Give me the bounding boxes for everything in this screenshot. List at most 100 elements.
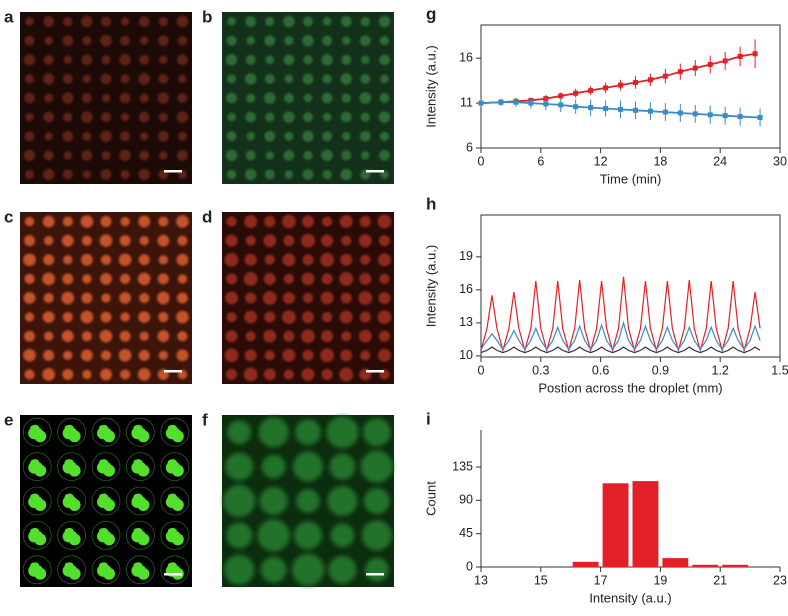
spot <box>119 54 131 66</box>
plot-frame <box>480 214 781 358</box>
marker <box>647 108 653 114</box>
marker <box>737 114 743 120</box>
marker <box>543 101 549 107</box>
panel-label: g <box>426 4 436 23</box>
spot <box>358 291 373 305</box>
cell-cluster <box>103 464 115 477</box>
marker <box>737 53 743 59</box>
spot <box>303 150 313 160</box>
x-tick-label: 18 <box>653 154 667 168</box>
spot <box>120 273 131 284</box>
spot <box>302 169 314 180</box>
spot <box>361 151 370 160</box>
y-axis-label: Intensity (a.u.) <box>423 245 438 327</box>
spot <box>63 350 73 361</box>
spot <box>23 349 36 362</box>
spot <box>118 253 132 267</box>
spot <box>363 488 390 514</box>
droplet-rim <box>22 486 52 516</box>
spot <box>119 235 131 247</box>
spot <box>44 131 53 141</box>
spot <box>225 149 238 162</box>
spot <box>63 16 73 27</box>
spot <box>322 169 332 180</box>
cell-cluster <box>137 464 150 477</box>
x-axis-label: Postion across the droplet (mm) <box>538 380 722 395</box>
spot <box>119 149 131 162</box>
scale-bar <box>366 370 384 373</box>
spot <box>100 169 112 180</box>
droplet-rim <box>91 417 121 447</box>
spot <box>362 418 391 447</box>
spot <box>23 149 36 162</box>
spot <box>120 74 130 84</box>
spot <box>379 54 390 66</box>
spot <box>157 92 170 104</box>
spot <box>139 150 150 161</box>
spot <box>23 54 36 66</box>
spot <box>42 368 55 381</box>
spot <box>100 34 112 47</box>
spot <box>23 253 36 267</box>
spot <box>82 274 92 284</box>
droplet-rim <box>91 452 121 482</box>
panel-label: a <box>4 7 14 26</box>
panel-label: b <box>202 7 212 26</box>
spot <box>100 254 112 265</box>
spot <box>61 291 75 305</box>
x-tick-label: 21 <box>713 573 727 587</box>
spot <box>176 15 189 28</box>
panel-label: e <box>4 410 13 429</box>
spot <box>61 330 74 343</box>
spot <box>158 350 169 361</box>
droplet-rim <box>160 521 190 550</box>
spot <box>44 36 53 45</box>
spot <box>139 235 149 246</box>
spot <box>264 311 276 323</box>
spot <box>63 151 73 160</box>
spot <box>322 74 332 84</box>
spot <box>176 310 189 324</box>
x-tick-label: 13 <box>474 573 488 587</box>
spot <box>226 368 238 380</box>
spot <box>340 16 352 27</box>
cell-cluster <box>103 499 115 511</box>
spot <box>226 216 237 227</box>
cell-cluster <box>68 430 81 443</box>
y-tick-label: 90 <box>459 493 473 507</box>
x-tick-label: 1.5 <box>771 363 788 377</box>
series-line <box>480 320 761 351</box>
spot <box>341 54 352 65</box>
spot <box>42 311 55 324</box>
spot <box>321 149 333 162</box>
spot <box>283 111 295 123</box>
spot <box>292 451 324 482</box>
spots <box>224 214 392 382</box>
spot <box>360 112 370 122</box>
spot <box>25 112 34 122</box>
spot <box>226 169 237 180</box>
spot <box>62 368 74 380</box>
spot <box>281 310 296 325</box>
spot <box>283 93 294 103</box>
spot <box>339 367 354 382</box>
spot <box>339 310 353 324</box>
spot <box>244 215 258 229</box>
marker <box>558 93 564 99</box>
cell-cluster <box>34 567 47 580</box>
marker <box>722 58 728 64</box>
spot <box>81 331 92 342</box>
marker <box>707 112 713 118</box>
scale-bar <box>366 573 384 576</box>
spot <box>302 73 314 85</box>
spot <box>81 235 92 246</box>
spot <box>263 272 276 285</box>
spot <box>82 170 92 179</box>
spot <box>360 16 370 27</box>
spot <box>100 216 112 228</box>
marker <box>558 102 564 108</box>
spot <box>282 348 296 362</box>
spot <box>176 292 188 304</box>
spot <box>341 331 352 342</box>
spot <box>359 216 371 228</box>
